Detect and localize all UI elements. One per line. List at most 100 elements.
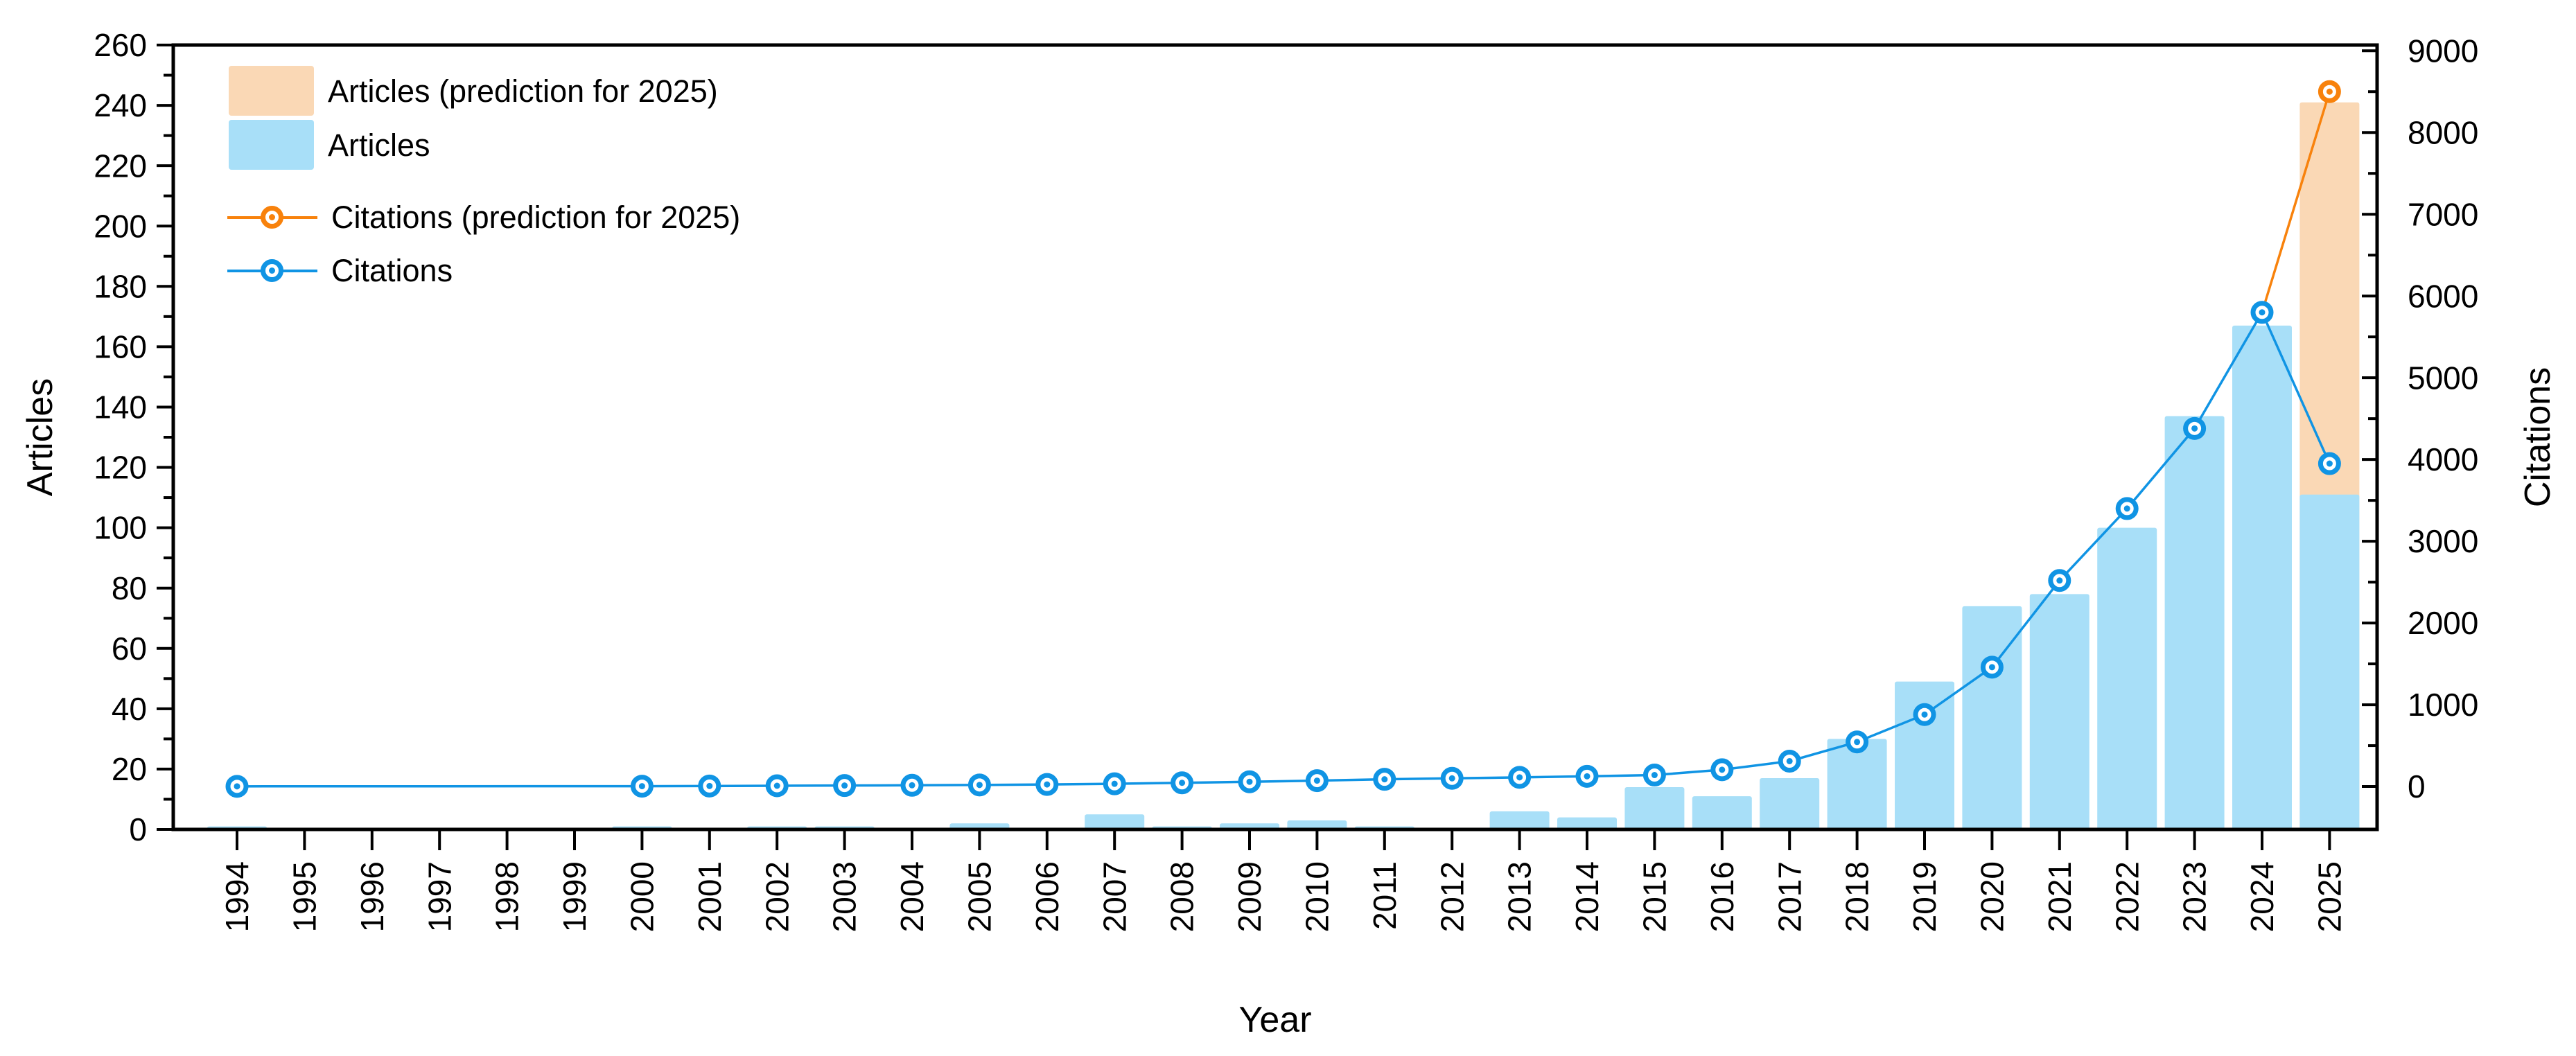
left-tick-label: 20 <box>112 751 147 787</box>
citation-marker-2012-dot-icon <box>1448 775 1455 782</box>
x-tick-label: 2013 <box>1502 861 1538 932</box>
plot-frame <box>171 43 2379 831</box>
bar-articles-2014 <box>1557 817 1617 829</box>
x-tick-label: 2008 <box>1164 861 1200 932</box>
x-tick-label: 1994 <box>219 861 255 932</box>
citation-marker-2010-dot-icon <box>1313 777 1320 784</box>
x-tick-label: 2020 <box>1974 861 2010 932</box>
legend-dot-blue-icon <box>269 267 275 274</box>
legend-label-articles-prediction: Articles (prediction for 2025) <box>328 73 718 109</box>
legend-ring-blue-icon <box>261 258 283 282</box>
legend-swatch-articles-prediction-icon <box>229 66 314 116</box>
left-tick-label: 0 <box>129 811 147 847</box>
x-tick-label: 2014 <box>1569 861 1605 932</box>
left-tick-label: 180 <box>94 268 147 304</box>
right-tick-label: 2000 <box>2408 605 2478 641</box>
right-tick-label: 0 <box>2408 768 2426 804</box>
bar-articles-2025 <box>2299 494 2360 829</box>
citation-marker-2005-dot-icon <box>976 782 983 789</box>
citation-marker-2022-dot-icon <box>2123 505 2130 512</box>
left-tick-label: 40 <box>112 691 147 727</box>
citation-marker-2014-dot-icon <box>1584 773 1591 780</box>
citation-marker-2016-dot-icon <box>1719 766 1726 773</box>
legend-item-citations: Citations <box>227 255 453 286</box>
x-tick-label: 2023 <box>2177 861 2213 932</box>
x-tick-label: 2025 <box>2312 861 2348 932</box>
legend-item-articles: Articles <box>229 120 430 170</box>
x-tick-label: 1998 <box>489 861 525 932</box>
legend-swatch-articles-icon <box>229 120 314 170</box>
right-tick-label: 4000 <box>2408 441 2478 477</box>
citation-marker-2009-dot-icon <box>1246 778 1253 785</box>
citation-marker-2023-dot-icon <box>2191 425 2198 432</box>
x-tick-label: 1999 <box>557 861 593 932</box>
bar-articles-2017 <box>1760 777 1820 829</box>
x-tick-label: 2001 <box>692 861 728 932</box>
x-tick-label: 2006 <box>1029 861 1065 932</box>
citation-marker-2013-dot-icon <box>1516 774 1523 781</box>
left-tick-label: 120 <box>94 450 147 486</box>
bar-articles-2015 <box>1624 787 1685 829</box>
right-tick-label: 6000 <box>2408 278 2478 314</box>
x-tick-label: 1996 <box>354 861 390 932</box>
x-tick-label: 2017 <box>1771 861 1807 932</box>
bar-articles-2019 <box>1895 681 1954 829</box>
bar-articles-2018 <box>1827 739 1887 829</box>
citation-marker-2011-dot-icon <box>1381 776 1388 783</box>
right-tick-label: 5000 <box>2408 360 2478 396</box>
x-tick-label: 2016 <box>1704 861 1740 932</box>
x-tick-label: 2024 <box>2244 861 2280 932</box>
citation-marker-2018-dot-icon <box>1854 739 1861 746</box>
citation-marker-2024-dot-icon <box>2259 309 2266 316</box>
x-tick-label: 2004 <box>894 861 930 932</box>
x-tick-label: 2022 <box>2109 861 2145 932</box>
citation-marker-2004-dot-icon <box>909 782 915 789</box>
x-tick-label: 1997 <box>421 861 457 932</box>
citation-marker-2002-dot-icon <box>773 782 780 789</box>
citation-marker-2003-dot-icon <box>841 782 848 789</box>
x-tick-label: 2007 <box>1096 861 1132 932</box>
citation-marker-2019-dot-icon <box>1921 711 1928 718</box>
citations-prediction-line <box>2261 91 2331 313</box>
left-tick-label: 160 <box>94 328 147 364</box>
citation-marker-2001-dot-icon <box>706 782 713 789</box>
x-tick-label: 2015 <box>1637 861 1673 932</box>
legend-label-articles: Articles <box>328 127 430 163</box>
left-tick-label: 200 <box>94 208 147 244</box>
right-tick-label: 1000 <box>2408 687 2478 723</box>
x-tick-label: 2012 <box>1434 861 1470 932</box>
x-tick-label: 2018 <box>1839 861 1875 932</box>
x-tick-label: 2000 <box>624 861 660 932</box>
citation-marker-2007-dot-icon <box>1111 780 1118 787</box>
x-tick-label: 2011 <box>1367 861 1403 930</box>
left-tick-label: 260 <box>94 27 147 63</box>
x-tick-label: 1995 <box>286 861 322 932</box>
y-axis-title-right: Citations <box>2518 367 2558 508</box>
bar-articles-2023 <box>2164 416 2225 829</box>
x-tick-label: 2009 <box>1232 861 1268 932</box>
citation-marker-2008-dot-icon <box>1179 780 1186 786</box>
right-tick-label: 8000 <box>2408 114 2478 150</box>
bar-articles-2021 <box>2029 594 2089 829</box>
citation-marker-2021-dot-icon <box>2056 577 2063 584</box>
bar-articles-2013 <box>1489 811 1550 829</box>
bar-articles-2016 <box>1692 796 1752 829</box>
legend-item-articles-prediction: Articles (prediction for 2025) <box>229 66 718 116</box>
x-tick-label: 2021 <box>2042 861 2078 932</box>
legend-citations-prediction-marker-icon <box>227 205 317 229</box>
y-axis-title-left: Articles <box>20 378 60 497</box>
x-axis-title: Year <box>1238 1000 1312 1040</box>
bar-articles-2022 <box>2097 527 2157 829</box>
citation-marker-2017-dot-icon <box>1786 757 1793 764</box>
legend-label-citations: Citations <box>331 253 453 288</box>
citation-marker-2006-dot-icon <box>1044 781 1051 788</box>
legend-ring-orange-icon <box>261 205 283 229</box>
left-tick-label: 140 <box>94 389 147 425</box>
bar-articles-2024 <box>2232 325 2292 829</box>
citation-marker-2015-dot-icon <box>1651 772 1658 779</box>
citation-prediction-marker-2025-dot-icon <box>2326 88 2333 95</box>
x-tick-label: 2002 <box>759 861 795 932</box>
right-tick-label: 7000 <box>2408 196 2478 232</box>
